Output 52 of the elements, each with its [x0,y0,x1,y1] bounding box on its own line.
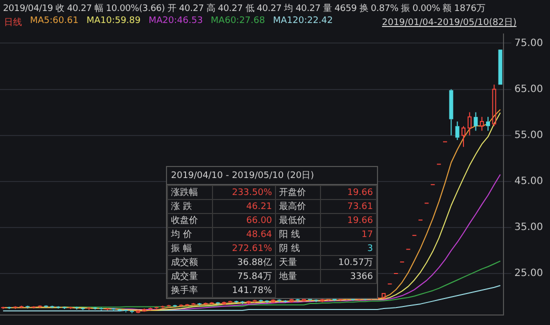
annotation: 46.21 [212,200,276,214]
annotation: 233.50% [212,186,276,200]
annotation: 3 [320,242,376,256]
annotation: 均 价 [168,228,213,242]
annotation: 10.57万 [320,256,376,270]
annotation: 最低价 [276,214,321,228]
annotation: 73.61 [320,200,376,214]
annotation: 涨 跌 [168,200,213,214]
annotation: 阴 线 [276,242,321,256]
annotation: 17 [320,228,376,242]
candlestick [455,121,460,140]
y-tick-label: 25.00 [514,268,544,280]
legend-title: 日线 [4,16,22,29]
y-tick-label: 55.00 [514,130,544,141]
annotation: 141.78% [212,284,276,298]
annotation: 19.66 [320,186,376,200]
candlestick [480,116,484,132]
text: MA5:60.61 [30,16,78,28]
text: MA20:46.53 [148,16,203,28]
y-tick-label: 65.00 [514,84,544,95]
chart-title: 2019/04/19 收 40.27 幅 10.00%(3.66) 开 40.27 高 40.27 低 40.27 均 40.27 量 4659 换 0.87% 振 0.00% 额 1876万 [3,2,486,15]
candlestick [461,126,466,148]
annotation: 涨跌幅 [168,186,213,200]
annotation: 振 幅 [168,242,213,256]
annotation: 阳 线 [276,228,321,242]
annotation: 75.84万 [212,270,276,284]
y-tick-label: 75.00 [514,38,544,49]
annotation: 收盘价 [168,214,213,228]
annotation: 36.88亿 [212,256,276,270]
annotation: 3366 [320,270,376,284]
annotation: 272.61% [212,242,276,256]
text: MA10:59.89 [86,16,141,28]
annotation: 19.66 [320,214,376,228]
text: MA60:27.68 [210,16,265,28]
candlestick [468,112,472,136]
candlestick [449,88,454,136]
annotation: 最高价 [276,200,321,214]
candlestick [486,116,490,132]
y-tick-label: 35.00 [514,222,544,234]
chart-subtitle: 2019/01/04-2019/05/10(82日) [382,17,516,29]
annotation: 地量 [276,270,321,284]
annotation: 成交额 [168,256,213,270]
annotation: 天量 [276,256,321,270]
text: MA120:22.42 [272,16,333,28]
annotation: 2019/04/10 - 2019/05/10 (20日) [167,167,377,185]
annotation: 换手率 [168,284,213,298]
annotation: 48.64 [212,228,276,242]
annotation: 开盘价 [276,186,321,200]
annotation: 66.00 [212,214,276,228]
annotation: 成交量 [168,270,213,284]
y-tick-label: 45.00 [514,176,544,188]
candlestick [474,112,478,132]
